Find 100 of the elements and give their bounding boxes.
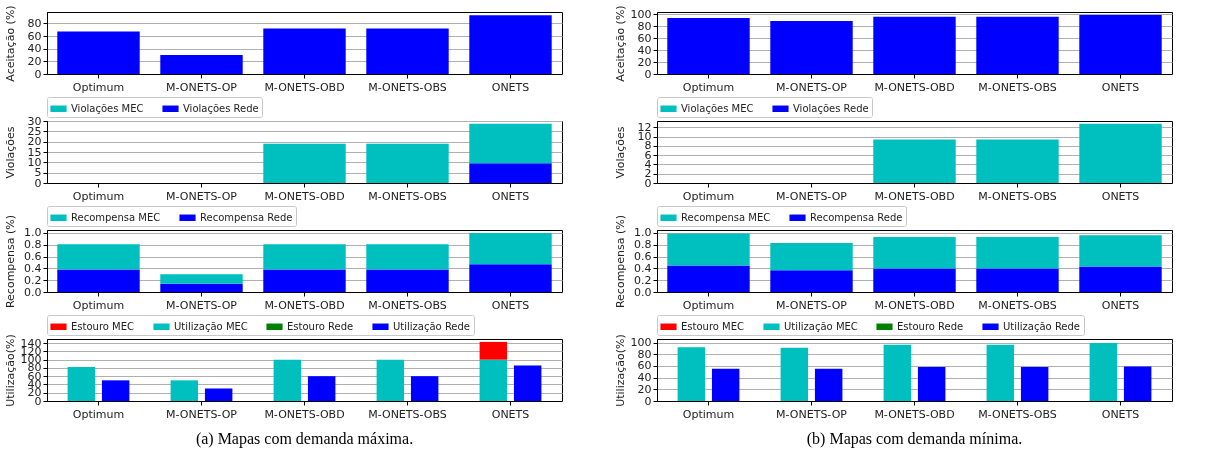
bar bbox=[513, 365, 542, 401]
y-tick-label: 100 bbox=[630, 336, 652, 350]
bar bbox=[1123, 366, 1152, 401]
bar bbox=[160, 55, 243, 74]
y-tick-label: 0.2 bbox=[634, 273, 652, 287]
y-axis-title: Aceitação (%) bbox=[613, 5, 627, 82]
bar bbox=[986, 344, 1015, 401]
y-tick-label: 20 bbox=[637, 382, 652, 396]
legend-label: Violações MEC bbox=[71, 102, 144, 114]
bar bbox=[67, 367, 96, 401]
bar bbox=[883, 344, 912, 401]
y-tick-label: 1.0 bbox=[24, 226, 42, 240]
bar bbox=[263, 143, 346, 183]
bar bbox=[160, 283, 243, 292]
bar bbox=[667, 233, 750, 266]
x-tick-label: M-ONETS-OBD bbox=[874, 189, 955, 203]
bar bbox=[873, 237, 956, 269]
legend-label: Utilização Rede bbox=[1003, 320, 1081, 332]
x-tick-label: Optimum bbox=[72, 189, 125, 203]
bar bbox=[469, 264, 552, 292]
x-tick-label: Optimum bbox=[682, 407, 735, 421]
x-tick-label: M-ONETS-OBS bbox=[368, 298, 447, 312]
bar bbox=[366, 28, 449, 74]
bar bbox=[770, 242, 853, 271]
x-tick-label: M-ONETS-OP bbox=[776, 189, 848, 203]
legend-label: Estouro MEC bbox=[681, 320, 745, 332]
legend-label: Violações MEC bbox=[681, 102, 754, 114]
bar bbox=[917, 367, 946, 401]
x-tick-label: M-ONETS-OBD bbox=[264, 298, 345, 312]
bar bbox=[976, 237, 1059, 269]
bar bbox=[57, 269, 140, 292]
bar bbox=[667, 265, 750, 292]
y-tick-label: 0 bbox=[644, 67, 652, 81]
bar bbox=[873, 268, 956, 292]
legend-label: Estouro MEC bbox=[71, 320, 135, 332]
bar bbox=[1079, 235, 1162, 267]
text: (a) Mapas com demanda máxima. bbox=[195, 430, 414, 448]
x-tick-label: M-ONETS-OBD bbox=[874, 407, 955, 421]
y-tick-label: 0 bbox=[644, 176, 652, 190]
bar bbox=[1089, 343, 1118, 401]
x-tick-label: M-ONETS-OBS bbox=[978, 298, 1057, 312]
y-axis-title: Recompensa (%) bbox=[3, 214, 17, 309]
x-tick-label: ONETS bbox=[491, 298, 530, 312]
bar bbox=[479, 359, 508, 401]
bar bbox=[469, 163, 552, 183]
x-tick-label: M-ONETS-OP bbox=[166, 189, 238, 203]
y-tick-label: 0.0 bbox=[24, 285, 42, 299]
bar bbox=[410, 376, 439, 401]
y-axis-title: Violações bbox=[613, 126, 627, 179]
x-tick-label: M-ONETS-OBD bbox=[264, 189, 345, 203]
legend-label: Recompensa Rede bbox=[200, 211, 293, 223]
bar bbox=[273, 359, 302, 401]
y-axis-title: Utilização(%) bbox=[3, 334, 17, 407]
x-tick-label: Optimum bbox=[682, 298, 735, 312]
legend-label: Recompensa MEC bbox=[71, 211, 161, 223]
x-tick-label: Optimum bbox=[72, 80, 125, 94]
y-axis-title: Recompensa (%) bbox=[613, 214, 627, 309]
y-tick-label: 0.6 bbox=[24, 250, 42, 264]
legend-label: Utilização MEC bbox=[784, 320, 858, 332]
bar bbox=[780, 347, 809, 401]
bar bbox=[307, 376, 336, 401]
bar bbox=[160, 274, 243, 284]
legend-label: Violações Rede bbox=[793, 102, 869, 114]
bar bbox=[263, 28, 346, 74]
y-tick-label: 40 bbox=[27, 42, 42, 56]
legend-label: Recompensa Rede bbox=[810, 211, 903, 223]
bar bbox=[469, 123, 552, 164]
y-tick-label: 60 bbox=[637, 359, 652, 373]
bar bbox=[1020, 367, 1049, 401]
bar bbox=[376, 359, 405, 401]
y-tick-label: 0 bbox=[644, 394, 652, 408]
x-tick-label: Optimum bbox=[682, 189, 735, 203]
y-tick-label: 20 bbox=[27, 54, 42, 68]
x-tick-label: M-ONETS-OP bbox=[776, 298, 848, 312]
legend-label: Recompensa MEC bbox=[681, 211, 771, 223]
x-tick-label: M-ONETS-OBS bbox=[978, 407, 1057, 421]
bar bbox=[57, 244, 140, 270]
y-tick-label: 0 bbox=[34, 67, 42, 81]
y-tick-label: 0.2 bbox=[24, 273, 42, 287]
x-tick-label: ONETS bbox=[491, 189, 530, 203]
legend-label: Estouro Rede bbox=[287, 320, 354, 332]
x-tick-label: M-ONETS-OP bbox=[776, 407, 848, 421]
bar bbox=[469, 232, 552, 265]
y-axis-title: Utilização(%) bbox=[613, 334, 627, 407]
y-tick-label: 0.4 bbox=[634, 261, 652, 275]
x-tick-label: M-ONETS-OBS bbox=[978, 189, 1057, 203]
x-tick-label: M-ONETS-OBD bbox=[874, 80, 955, 94]
bar bbox=[677, 347, 706, 401]
bar bbox=[170, 380, 199, 401]
x-tick-label: ONETS bbox=[1101, 407, 1140, 421]
y-tick-label: 0.0 bbox=[634, 285, 652, 299]
bar bbox=[366, 143, 449, 183]
x-tick-label: M-ONETS-OBS bbox=[978, 80, 1057, 94]
x-tick-label: M-ONETS-OP bbox=[776, 80, 848, 94]
x-tick-label: Optimum bbox=[72, 298, 125, 312]
x-tick-label: M-ONETS-OBS bbox=[368, 80, 447, 94]
legend-label: Estouro Rede bbox=[897, 320, 964, 332]
x-tick-label: ONETS bbox=[1101, 189, 1140, 203]
x-tick-label: Optimum bbox=[682, 80, 735, 94]
bar bbox=[204, 388, 233, 401]
